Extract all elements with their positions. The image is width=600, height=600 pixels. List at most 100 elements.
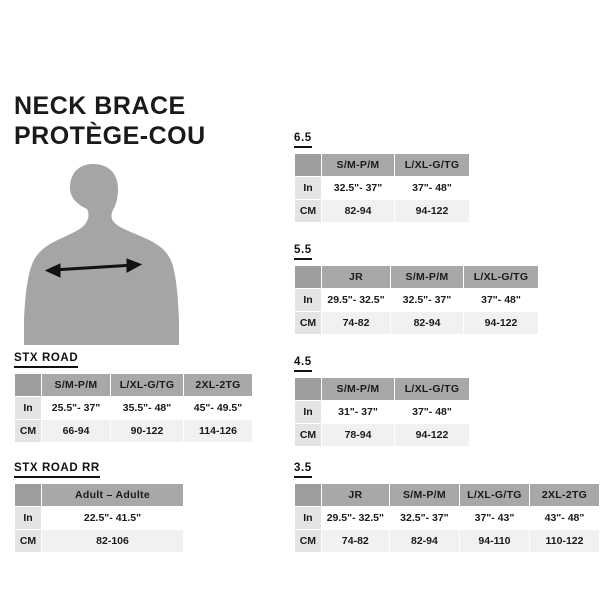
table-row: CM 82-106 [15,530,183,552]
row-label-cm: CM [295,200,321,222]
chest-measurement-arrow [44,258,143,278]
size-table-stx-road: S/M-P/M L/XL-G/TG 2XL-2TG In 25.5"- 37" … [14,373,253,443]
size-table-stx-road-rr: Adult – Adulte In 22.5"- 41.5" CM 82-106 [14,483,184,553]
table-cell: 25.5"- 37" [42,397,110,419]
table-cell: 94-110 [459,530,529,552]
table-row: In 31"- 37" 37"- 48" [295,401,469,423]
column-header: L/XL-G/TG [459,484,529,506]
table-cell: 32.5"- 37" [389,507,459,529]
table-title-size-3-5: 3.5 [294,462,312,478]
table-cell: 31"- 37" [322,401,394,423]
row-label-in: In [295,177,321,199]
column-header: JR [321,484,389,506]
column-header: L/XL-G/TG [464,266,538,288]
column-header: S/M-P/M [391,266,463,288]
size-table-size-6-5: S/M-P/M L/XL-G/TG In 32.5"- 37" 37"- 48"… [294,153,470,223]
table-cell: 114-126 [184,420,252,442]
table-cell: 66-94 [42,420,110,442]
column-header: S/M-P/M [42,374,110,396]
row-label-cm: CM [295,530,321,552]
table-cell: 82-94 [391,312,463,334]
column-header: JR [322,266,390,288]
table-cell: 35.5"- 48" [111,397,183,419]
table-row: In 32.5"- 37" 37"- 48" [295,177,469,199]
table-cell: 94-122 [464,312,538,334]
table-cell: 37"- 43" [459,507,529,529]
table-cell: 90-122 [111,420,183,442]
table-cell: 94-122 [395,200,469,222]
table-cell: 37"- 48" [395,177,469,199]
size-table-size-4-5: S/M-P/M L/XL-G/TG In 31"- 37" 37"- 48" C… [294,377,470,447]
table-cell: 74-82 [321,530,389,552]
row-label-cm: CM [295,424,321,446]
table-cell: 45"- 49.5" [184,397,252,419]
table-row: CM 78-94 94-122 [295,424,469,446]
table-header-row: JR S/M-P/M L/XL-G/TG 2XL-2TG [295,484,599,506]
corner-cell [295,378,321,400]
column-header: S/M-P/M [389,484,459,506]
table-row: In 22.5"- 41.5" [15,507,183,529]
corner-cell [295,266,321,288]
table-row: CM 74-82 82-94 94-122 [295,312,538,334]
page-title-line-en: NECK BRACE [14,92,186,120]
row-label-cm: CM [295,312,321,334]
table-cell: 82-94 [389,530,459,552]
column-header: L/XL-G/TG [395,378,469,400]
table-title-size-6-5: 6.5 [294,132,312,148]
corner-cell [15,374,41,396]
table-row: CM 82-94 94-122 [295,200,469,222]
table-title-size-4-5: 4.5 [294,356,312,372]
page-title: NECK BRACE PROTÈGE-COU [14,92,206,151]
corner-cell [295,484,321,506]
table-cell: 82-106 [42,530,183,552]
row-label-cm: CM [15,420,41,442]
table-cell: 82-94 [322,200,394,222]
table-cell: 78-94 [322,424,394,446]
table-block-size-5-5: 5.5 JR S/M-P/M L/XL-G/TG In 29.5"- 32.5"… [294,240,539,335]
column-header: Adult – Adulte [42,484,183,506]
table-block-size-4-5: 4.5 S/M-P/M L/XL-G/TG In 31"- 37" 37"- 4… [294,352,470,447]
table-header-row: S/M-P/M L/XL-G/TG [295,378,469,400]
row-label-in: In [295,289,321,311]
size-table-size-5-5: JR S/M-P/M L/XL-G/TG In 29.5"- 32.5" 32.… [294,265,539,335]
table-cell: 29.5"- 32.5" [321,507,389,529]
body-shape [24,164,179,345]
table-cell: 22.5"- 41.5" [42,507,183,529]
table-cell: 74-82 [322,312,390,334]
table-cell: 37"- 48" [395,401,469,423]
column-header: L/XL-G/TG [111,374,183,396]
table-header-row: Adult – Adulte [15,484,183,506]
column-header: S/M-P/M [322,154,394,176]
table-cell: 29.5"- 32.5" [322,289,390,311]
table-title-stx-road: STX ROAD [14,352,79,368]
row-label-in: In [295,507,321,529]
table-title-stx-road-rr: STX ROAD RR [14,462,100,478]
column-header: L/XL-G/TG [395,154,469,176]
table-header-row: S/M-P/M L/XL-G/TG [295,154,469,176]
table-cell: 94-122 [395,424,469,446]
corner-cell [15,484,41,506]
table-cell: 32.5"- 37" [322,177,394,199]
table-header-row: S/M-P/M L/XL-G/TG 2XL-2TG [15,374,252,396]
corner-cell [295,154,321,176]
table-title-size-5-5: 5.5 [294,244,312,260]
torso-silhouette-icon [24,164,179,345]
table-row: CM 74-82 82-94 94-110 110-122 [295,530,599,552]
row-label-in: In [15,397,41,419]
column-header: 2XL-2TG [184,374,252,396]
column-header: S/M-P/M [322,378,394,400]
page-title-line-fr: PROTÈGE-COU [14,121,206,150]
table-cell: 43"- 48" [530,507,599,529]
table-block-stx-road: STX ROAD S/M-P/M L/XL-G/TG 2XL-2TG In 25… [14,348,253,443]
table-cell: 37"- 48" [464,289,538,311]
table-row: In 29.5"- 32.5" 32.5"- 37" 37"- 48" [295,289,538,311]
torso-silhouette-figure [8,160,198,345]
table-block-size-3-5: 3.5 JR S/M-P/M L/XL-G/TG 2XL-2TG In 29.5… [294,458,600,553]
table-row: In 25.5"- 37" 35.5"- 48" 45"- 49.5" [15,397,252,419]
table-row: In 29.5"- 32.5" 32.5"- 37" 37"- 43" 43"-… [295,507,599,529]
size-table-size-3-5: JR S/M-P/M L/XL-G/TG 2XL-2TG In 29.5"- 3… [294,483,600,553]
row-label-in: In [295,401,321,423]
table-block-stx-road-rr: STX ROAD RR Adult – Adulte In 22.5"- 41.… [14,458,184,553]
table-row: CM 66-94 90-122 114-126 [15,420,252,442]
column-header: 2XL-2TG [530,484,599,506]
